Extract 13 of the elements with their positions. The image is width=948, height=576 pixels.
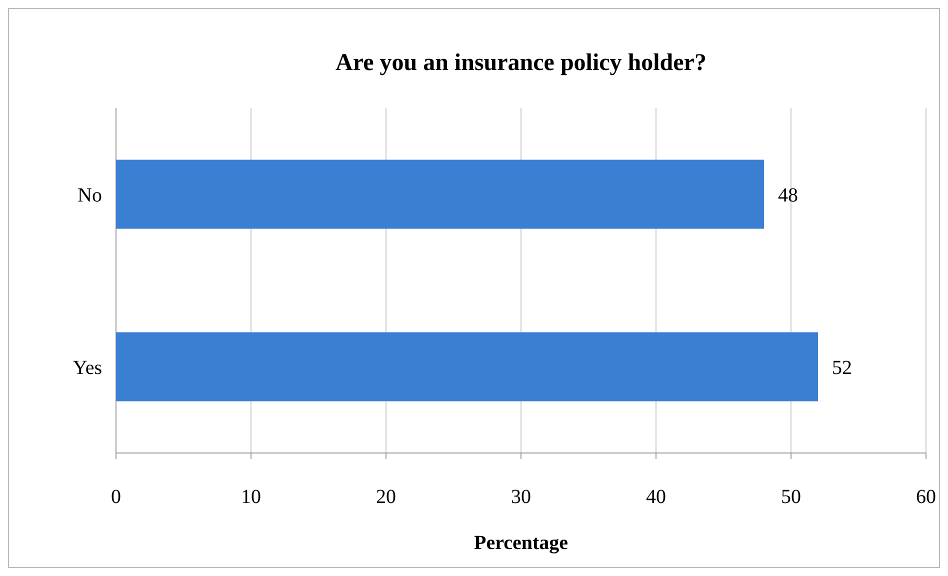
data-label: 52 [832, 356, 852, 379]
x-tick-label: 20 [376, 486, 396, 508]
y-tick-label: Yes [72, 356, 102, 379]
x-tick-label: 40 [646, 486, 666, 508]
x-tick-label: 10 [241, 486, 261, 508]
x-tick-label: 60 [916, 486, 936, 508]
data-label: 48 [778, 184, 798, 206]
x-tick-label: 30 [511, 486, 531, 508]
x-axis-title: Percentage [474, 532, 568, 554]
y-tick-label: No [78, 184, 102, 206]
chart-title: Are you an insurance policy holder? [336, 50, 706, 76]
x-tick-label: 0 [111, 486, 121, 508]
x-tick-label: 50 [781, 486, 801, 508]
